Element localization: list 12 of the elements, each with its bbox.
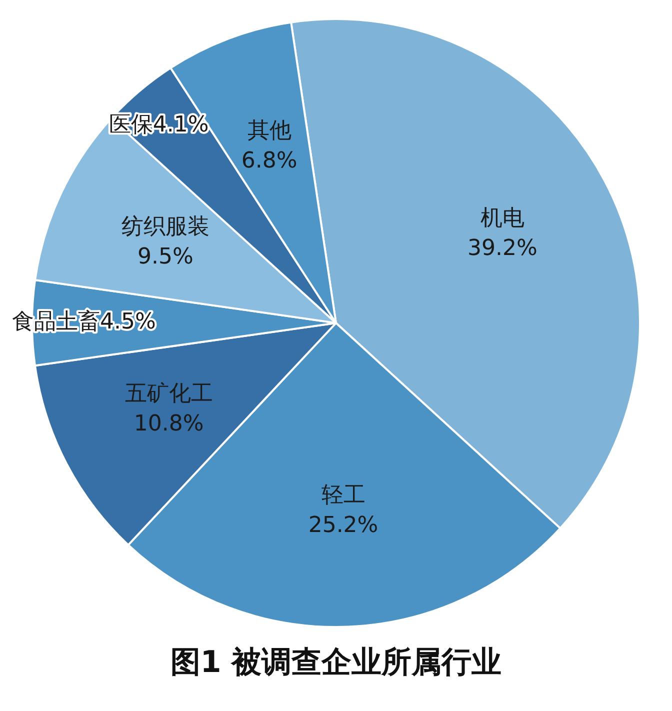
data-label: 6.8% xyxy=(241,148,298,174)
data-label: 9.5% xyxy=(138,244,194,270)
data-label: 25.2% xyxy=(308,513,378,538)
slice-label: 机电 xyxy=(480,206,524,232)
slice-label: 食品土畜4.5% xyxy=(12,310,156,335)
data-label: 10.8% xyxy=(134,412,204,437)
text: 图1 被调查企业所属行业 xyxy=(169,644,503,682)
slice-label: 五矿化工 xyxy=(124,382,213,407)
slice-label: 其他 xyxy=(247,118,292,144)
data-label: 39.2% xyxy=(467,236,538,262)
slice-label: 纺织服装 xyxy=(121,214,210,240)
slice-label: 轻工 xyxy=(321,483,366,508)
